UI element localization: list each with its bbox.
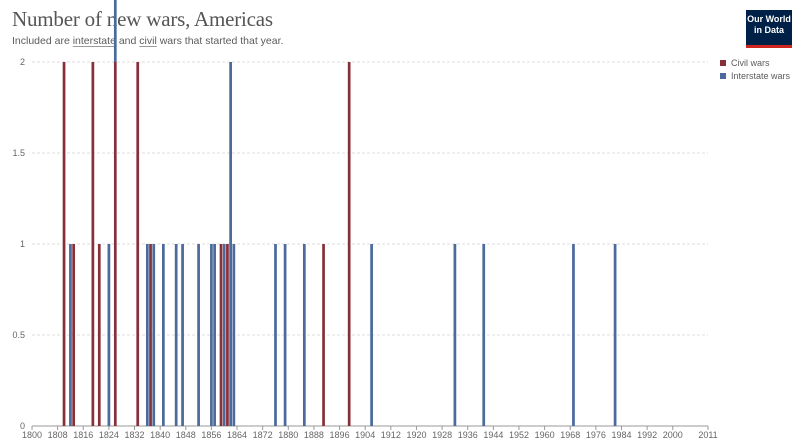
interstate-war-bar — [482, 244, 486, 426]
interstate-war-bar — [453, 244, 457, 426]
civil-war-bar — [136, 62, 140, 426]
interstate-war-bar — [107, 244, 111, 426]
x-tick-label: 1880 — [278, 430, 298, 440]
civil-war-bar — [322, 244, 325, 426]
x-tick-label: 1816 — [73, 430, 93, 440]
civil-war-bar — [219, 244, 223, 426]
x-tick-label: 1904 — [355, 430, 375, 440]
interstate-war-bar — [174, 244, 178, 426]
interstate-war-bar — [69, 244, 72, 426]
subtitle-text-1: Included are — [12, 35, 73, 47]
x-tick-label: 1960 — [535, 430, 555, 440]
interstate-war-bar — [210, 244, 213, 426]
civil-war-bar — [91, 62, 95, 426]
x-tick-label: 1952 — [509, 430, 529, 440]
civil-war-bar — [149, 244, 152, 426]
subtitle-text-2: and — [115, 35, 140, 47]
legend: Civil wars Interstate wars — [720, 56, 790, 82]
y-tick-label: 0 — [20, 421, 25, 431]
x-tick-label: 1840 — [150, 430, 170, 440]
interstate-war-bar — [229, 62, 232, 426]
legend-item-interstate-wars[interactable]: Interstate wars — [720, 69, 790, 82]
interstate-war-bar — [197, 244, 200, 426]
interstate-war-bar — [572, 244, 575, 426]
x-tick-label: 1800 — [22, 430, 42, 440]
x-tick-label: 1864 — [227, 430, 247, 440]
x-tick-label: 2000 — [663, 430, 683, 440]
x-tick-label: 1992 — [637, 430, 657, 440]
x-tick-label: 1920 — [406, 430, 426, 440]
interstate-war-bar — [213, 244, 216, 426]
interstate-war-bar — [181, 244, 184, 426]
x-tick-label: 1824 — [99, 430, 119, 440]
logo-line-1: Our World — [747, 14, 791, 24]
civil-war-bar — [226, 244, 229, 426]
x-tick-label: 1936 — [458, 430, 478, 440]
subtitle-text-3: wars that started that year. — [156, 35, 284, 47]
x-tick-label: 1896 — [330, 430, 350, 440]
civil-war-bar — [347, 62, 351, 426]
interstate-war-bar — [113, 0, 117, 62]
civil-war-bar — [113, 62, 117, 426]
legend-swatch-civil — [720, 59, 726, 66]
x-tick-label: 2011 — [698, 430, 717, 440]
y-tick-label: 1.5 — [12, 148, 25, 158]
interstate-war-bar — [161, 244, 165, 426]
x-tick-label: 1872 — [253, 430, 273, 440]
interstate-war-bar — [145, 244, 149, 426]
interstate-link[interactable]: interstate — [72, 35, 116, 47]
y-tick-label: 2 — [20, 57, 25, 67]
y-tick-label: 0.5 — [12, 330, 25, 340]
interstate-war-bar — [370, 244, 373, 426]
logo-line-2: in Data — [753, 25, 784, 35]
civil-war-bar — [62, 62, 66, 426]
x-tick-label: 1968 — [560, 430, 580, 440]
legend-item-civil-wars[interactable]: Civil wars — [720, 56, 790, 69]
owid-logo[interactable]: Our World in Data — [746, 10, 792, 48]
y-tick-label: 1 — [20, 239, 25, 249]
interstate-war-bar — [232, 244, 236, 426]
x-tick-label: 1856 — [201, 430, 221, 440]
chart-title: Number of new wars, Americas — [12, 7, 273, 31]
civil-war-bar — [72, 244, 76, 426]
interstate-war-bar — [613, 244, 617, 426]
x-tick-label: 1984 — [611, 430, 631, 440]
x-tick-label: 1912 — [381, 430, 401, 440]
interstate-war-bar — [274, 244, 277, 426]
chart-subtitle: Included are interstate and civil wars t… — [12, 35, 283, 47]
interstate-war-bar — [283, 244, 287, 426]
interstate-war-bar — [222, 244, 226, 426]
x-tick-label: 1888 — [304, 430, 324, 440]
civil-war-bar — [97, 244, 101, 426]
x-tick-label: 1976 — [586, 430, 606, 440]
x-tick-label: 1848 — [176, 430, 196, 440]
interstate-war-bar — [302, 244, 306, 426]
legend-label-interstate: Interstate wars — [731, 70, 791, 81]
x-tick-label: 1832 — [125, 430, 145, 440]
x-tick-label: 1928 — [432, 430, 452, 440]
x-tick-label: 1944 — [483, 430, 503, 440]
x-tick-label: 1808 — [48, 430, 68, 440]
legend-swatch-interstate — [720, 72, 726, 79]
legend-label-civil: Civil wars — [731, 57, 770, 68]
interstate-war-bar — [152, 244, 156, 426]
civil-link[interactable]: civil — [139, 35, 157, 47]
